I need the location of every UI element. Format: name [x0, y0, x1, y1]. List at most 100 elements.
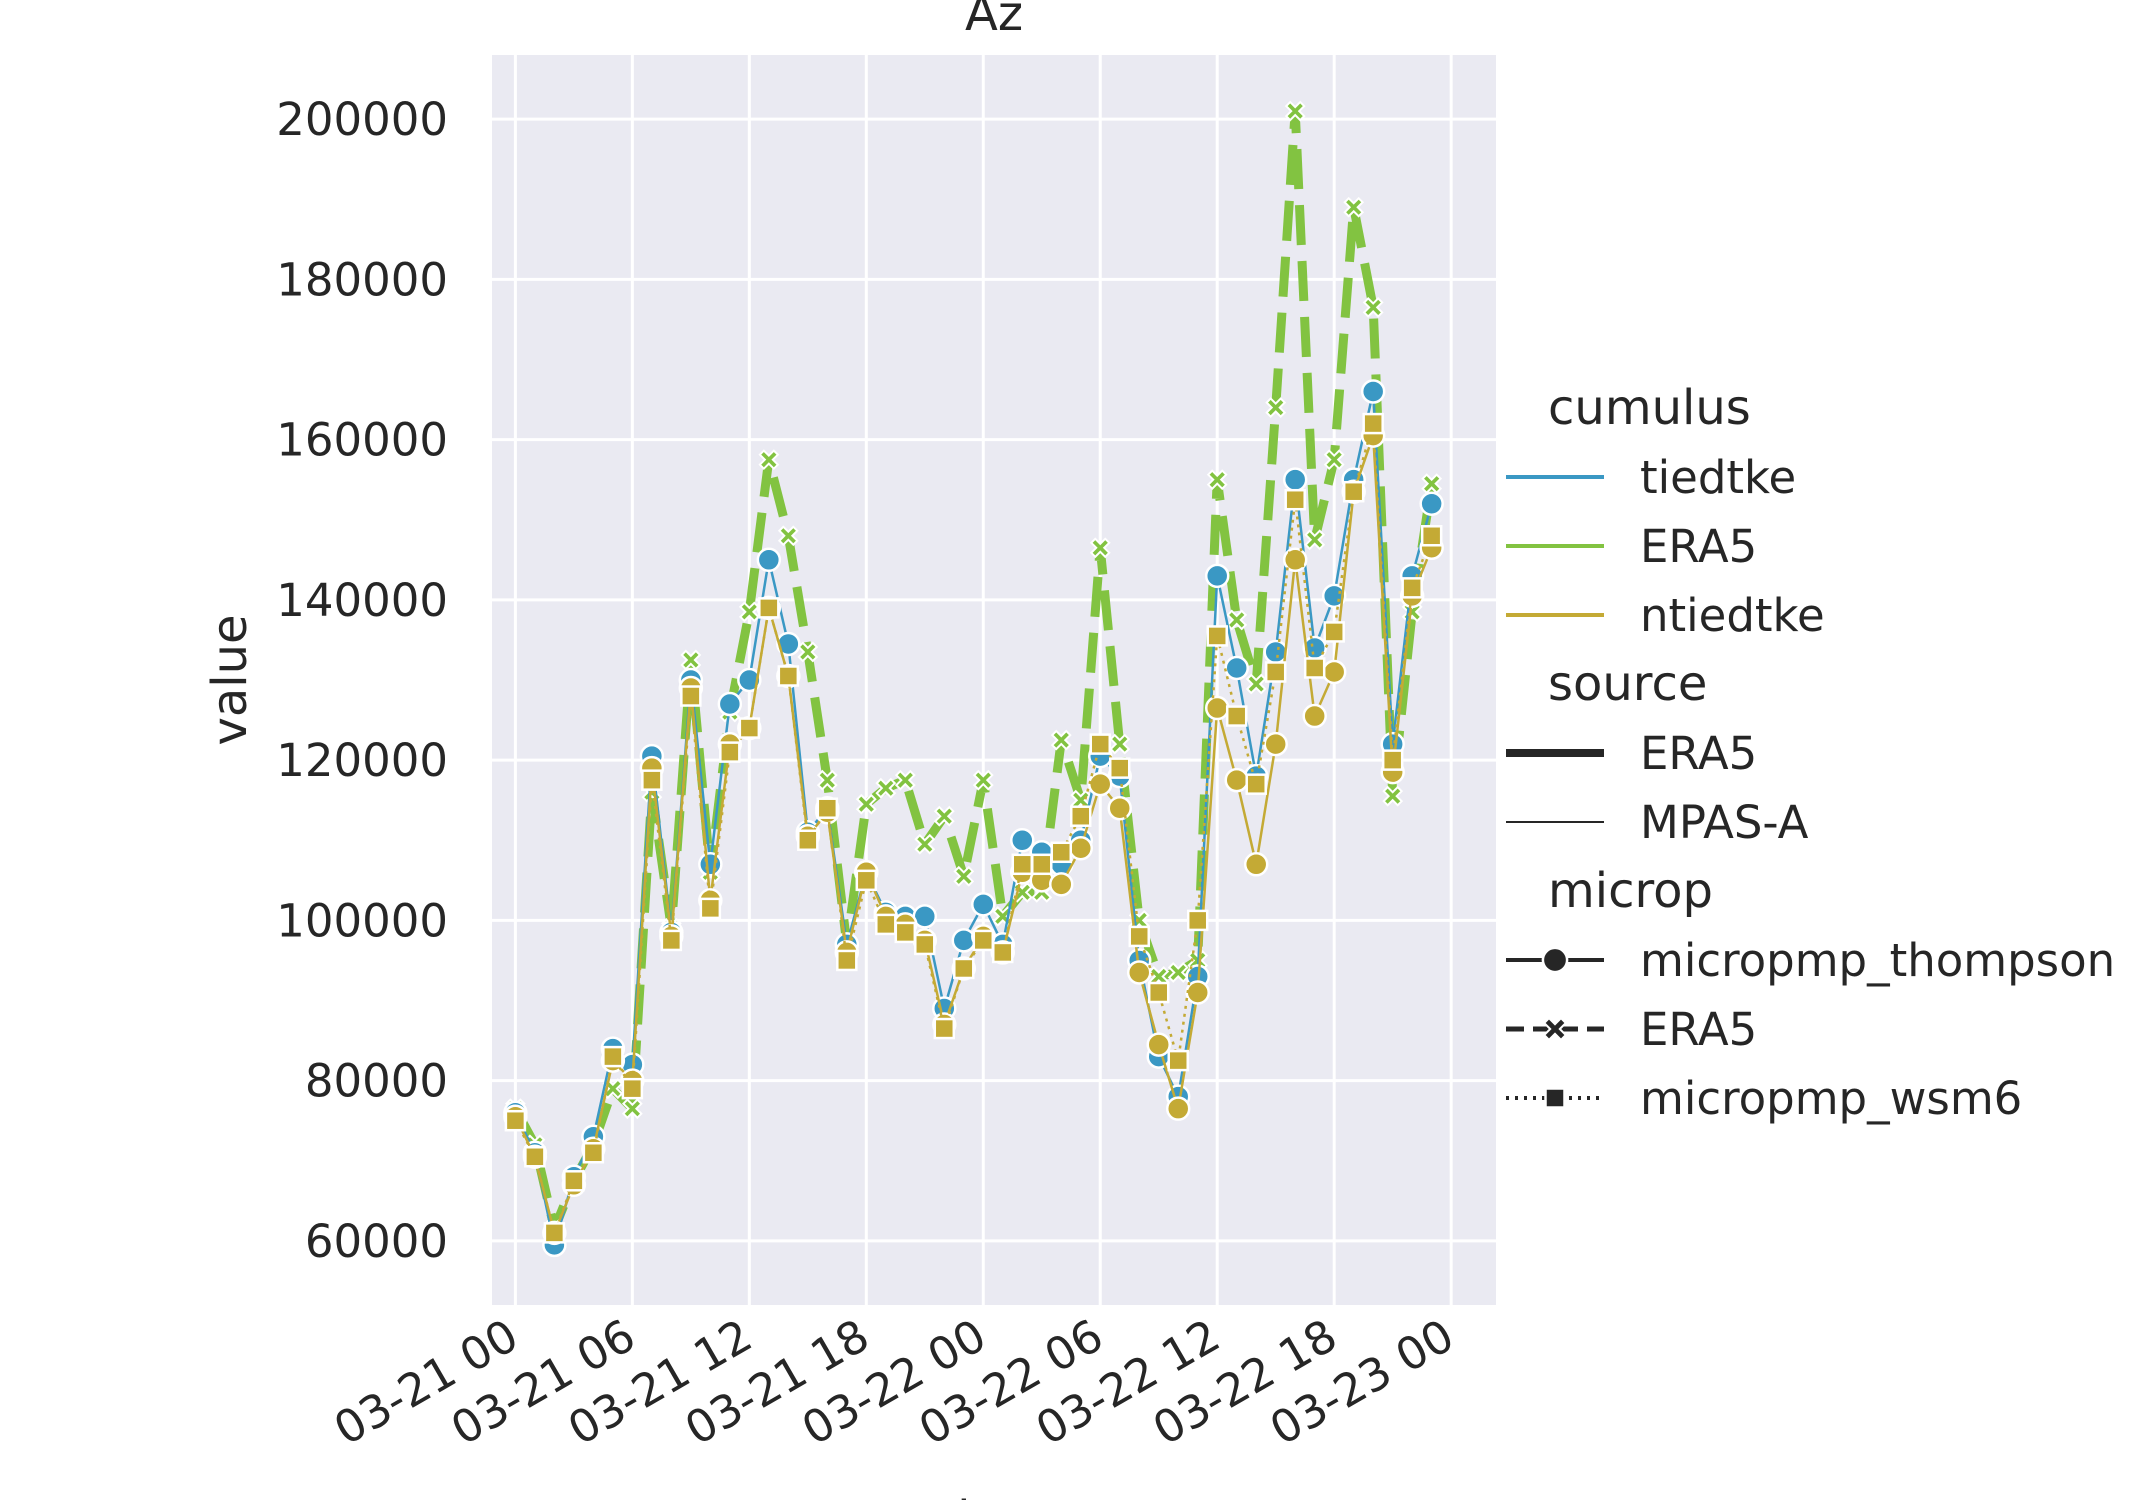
- point-marker: [1420, 525, 1443, 547]
- point-marker: [972, 929, 995, 952]
- point-marker: [875, 913, 897, 936]
- point-marker: [737, 667, 762, 693]
- legend-title-microp: microp: [1548, 863, 1713, 919]
- point-marker: [855, 793, 877, 815]
- y-axis-label: value: [202, 614, 258, 745]
- point-marker: [1263, 731, 1288, 757]
- point-marker: [582, 1142, 605, 1164]
- point-marker: [1146, 1032, 1171, 1057]
- point-marker: [1245, 673, 1267, 695]
- point-marker: [1304, 529, 1326, 551]
- point-marker: [1126, 960, 1152, 985]
- point-marker: [680, 685, 702, 707]
- point-marker: [1282, 467, 1308, 492]
- point-marker: [1284, 488, 1306, 511]
- point-marker: [717, 691, 743, 717]
- point-marker: [699, 897, 722, 920]
- point-marker: [1541, 946, 1569, 974]
- legend-label: ERA5: [1640, 520, 1757, 573]
- point-marker: [1089, 733, 1111, 755]
- point-marker: [1128, 925, 1150, 948]
- point-marker: [602, 1045, 624, 1068]
- point-marker: [1382, 785, 1404, 807]
- legend-label: ntiedtke: [1640, 589, 1825, 642]
- y-tick-labels: 60000 80000 100000 120000 140000 160000 180000…: [276, 93, 448, 1268]
- point-marker: [1245, 773, 1267, 795]
- point-marker: [1381, 749, 1404, 771]
- point-marker: [1206, 469, 1228, 491]
- series-3: [504, 412, 1443, 1244]
- point-marker: [621, 1077, 644, 1100]
- point-marker: [894, 769, 916, 791]
- point-marker: [1323, 449, 1345, 471]
- point-marker: [894, 921, 917, 944]
- point-marker: [1343, 196, 1365, 218]
- point-marker: [914, 833, 936, 855]
- point-marker: [1167, 1049, 1189, 1072]
- point-marker: [1303, 657, 1326, 679]
- point-marker: [1108, 757, 1131, 779]
- point-marker: [680, 649, 702, 671]
- point-marker: [758, 597, 780, 619]
- point-marker: [797, 829, 819, 852]
- point-marker: [756, 547, 782, 573]
- legend-label: ERA5: [1640, 727, 1757, 780]
- point-marker: [1544, 1087, 1566, 1109]
- point-marker: [1087, 771, 1113, 797]
- point-marker: [855, 869, 878, 892]
- point-marker: [1147, 981, 1170, 1004]
- point-marker: [1224, 767, 1249, 793]
- point-marker: [992, 941, 1014, 964]
- point-marker: [1011, 853, 1034, 876]
- legend-label: ERA5: [1640, 1003, 1757, 1056]
- point-marker: [816, 769, 838, 791]
- legend-label: tiedtke: [1640, 451, 1796, 504]
- point-marker: [1050, 841, 1073, 864]
- point-marker: [1225, 705, 1248, 727]
- point-marker: [1031, 853, 1053, 876]
- y-tick-label: 180000: [276, 253, 448, 306]
- point-marker: [1243, 852, 1269, 877]
- point-marker: [1107, 795, 1132, 821]
- point-marker: [1050, 729, 1072, 751]
- plot-background: [492, 55, 1496, 1305]
- x-axis-label: date: [940, 1491, 1048, 1500]
- point-marker: [951, 928, 977, 953]
- point-marker: [836, 949, 858, 972]
- y-tick-label: 120000: [276, 734, 448, 787]
- point-marker: [1321, 659, 1347, 685]
- point-marker: [1089, 537, 1111, 559]
- point-marker: [641, 769, 663, 791]
- point-marker: [563, 1170, 585, 1192]
- legend-title-source: source: [1548, 656, 1707, 712]
- legend-label: micropmp_thompson: [1640, 934, 2115, 987]
- point-marker: [1070, 805, 1092, 827]
- point-marker: [914, 933, 936, 956]
- point-marker: [524, 1146, 546, 1168]
- point-marker: [933, 805, 955, 827]
- series-line: [514, 422, 1433, 1235]
- point-marker: [1401, 577, 1423, 599]
- point-marker: [953, 957, 975, 980]
- y-tick-label: 140000: [276, 574, 448, 627]
- point-marker: [1224, 655, 1249, 681]
- y-tick-label: 100000: [276, 894, 448, 947]
- chart-title: Az: [965, 0, 1023, 42]
- point-marker: [1362, 412, 1384, 435]
- point-marker: [504, 1109, 527, 1132]
- point-marker: [1284, 100, 1306, 122]
- point-marker: [1421, 473, 1443, 495]
- point-marker: [1185, 980, 1210, 1005]
- point-marker: [758, 449, 780, 471]
- point-marker: [1323, 621, 1345, 643]
- point-marker: [1264, 661, 1287, 683]
- point-marker: [621, 1098, 643, 1120]
- legend-label: micropmp_wsm6: [1640, 1072, 2022, 1125]
- point-marker: [1204, 695, 1230, 721]
- y-tick-label: 80000: [305, 1055, 448, 1108]
- point-marker: [1049, 872, 1074, 897]
- y-tick-label: 60000: [305, 1215, 448, 1268]
- point-marker: [1542, 1016, 1568, 1042]
- point-marker: [1186, 909, 1209, 932]
